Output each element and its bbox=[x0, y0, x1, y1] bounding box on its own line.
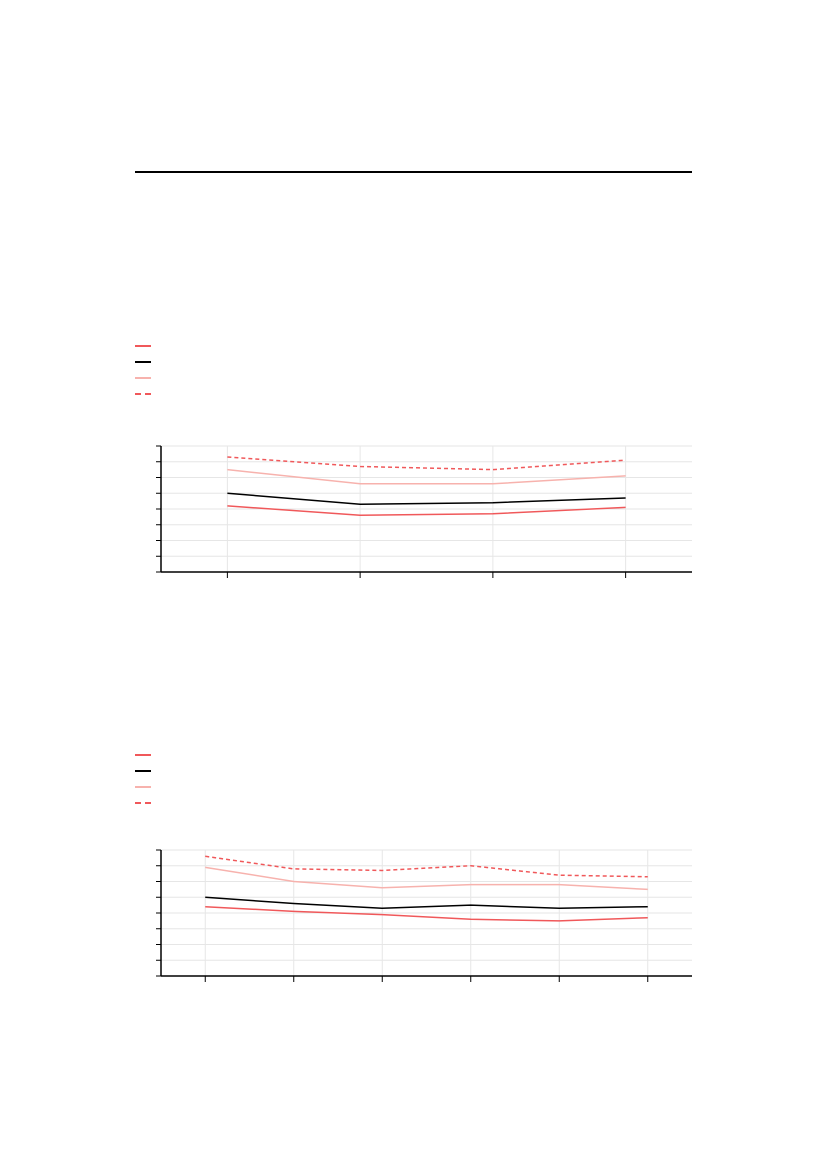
legend-swatch-series-a bbox=[135, 345, 151, 347]
series-line-4 bbox=[227, 456, 626, 471]
legend-item-series-c bbox=[135, 780, 435, 796]
legend-chart-2 bbox=[135, 748, 435, 812]
series-line-4 bbox=[205, 855, 648, 878]
legend-item-series-c bbox=[135, 371, 435, 387]
legend-chart-1 bbox=[135, 339, 435, 403]
series-line-1 bbox=[205, 905, 648, 922]
legend-item-series-d bbox=[135, 796, 435, 812]
top-rule bbox=[135, 171, 692, 173]
legend-item-series-a bbox=[135, 339, 435, 355]
series-line-1 bbox=[227, 505, 626, 517]
legend-item-series-b bbox=[135, 764, 435, 780]
legend-swatch-series-c bbox=[135, 786, 151, 788]
legend-swatch-series-b bbox=[135, 770, 151, 772]
series-line-3 bbox=[205, 866, 648, 891]
legend-item-series-b bbox=[135, 355, 435, 371]
legend-item-series-d bbox=[135, 387, 435, 403]
series-line-2 bbox=[227, 492, 626, 506]
series-line-2 bbox=[205, 896, 648, 910]
legend-item-series-a bbox=[135, 748, 435, 764]
legend-swatch-series-d bbox=[135, 393, 151, 395]
legend-swatch-series-b bbox=[135, 361, 151, 363]
series-line-3 bbox=[227, 468, 626, 485]
legend-swatch-series-c bbox=[135, 377, 151, 379]
legend-swatch-series-a bbox=[135, 754, 151, 756]
legend-swatch-series-d bbox=[135, 802, 151, 804]
